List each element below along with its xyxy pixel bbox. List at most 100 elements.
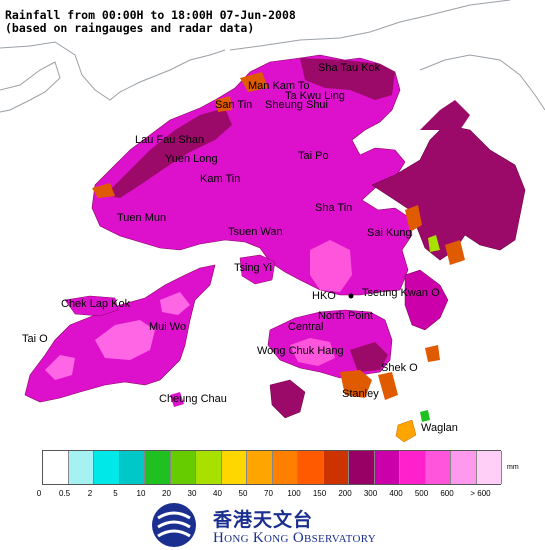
- sai-kung-peninsula-b: [420, 100, 470, 130]
- label-tseung-kwan-o: Tseung Kwan O: [362, 287, 440, 299]
- legend-tick: 300: [363, 489, 378, 498]
- sai-kung-orange: [405, 205, 422, 232]
- logo-english-name: Hong Kong Observatory: [213, 530, 376, 546]
- nt-maroon-north: [300, 58, 395, 100]
- label-waglan: Waglan: [421, 422, 458, 434]
- label-man-kam-to: Man Kam To: [248, 80, 310, 92]
- legend-swatch: [170, 451, 196, 484]
- hko-logo-icon: [152, 503, 196, 547]
- legend-tick: 70: [264, 489, 273, 498]
- tsing-yi: [239, 254, 276, 285]
- nt-orange-north: [240, 72, 268, 92]
- legend-swatch: [349, 451, 375, 484]
- label-central: Central: [288, 321, 324, 333]
- sai-kung-yellow: [428, 235, 440, 252]
- label-shek-o: Shek O: [381, 362, 418, 374]
- legend-swatch: [68, 451, 94, 484]
- legend-swatch: [425, 451, 451, 484]
- label-sai-kung: Sai Kung: [367, 227, 412, 239]
- label-tsuen-wan: Tsuen Wan: [228, 226, 283, 238]
- legend-tick: 5: [113, 489, 118, 498]
- legend-tick: 10: [136, 489, 146, 498]
- po-toi-orange: [425, 345, 440, 362]
- nt-orange-spot: [92, 183, 115, 198]
- legend-tick: 200: [338, 489, 352, 498]
- legend-swatch: [94, 451, 120, 484]
- legend-tick: 0.5: [58, 489, 71, 498]
- legend-swatch: [451, 451, 477, 484]
- nt-orange-north2: [215, 96, 232, 112]
- hk-island-maroon: [350, 342, 388, 372]
- legend-swatch: [476, 451, 502, 484]
- legend-swatch: [374, 451, 400, 484]
- legend-swatch: [145, 451, 171, 484]
- label-north-point: North Point: [318, 310, 374, 322]
- legend-tick: 600: [440, 489, 454, 498]
- lantau-pink-w: [45, 355, 75, 380]
- legend-swatch: [298, 451, 324, 484]
- chek-lap-kok: [64, 295, 119, 317]
- legend-tick: 20: [162, 489, 171, 498]
- label-stanley: Stanley: [342, 388, 379, 400]
- label-yuen-long: Yuen Long: [165, 153, 218, 165]
- logo-chinese-name: 香港天文台: [213, 509, 314, 531]
- legend-swatch: [400, 451, 426, 484]
- east-orange: [445, 240, 465, 265]
- label-sha-tin: Sha Tin: [315, 202, 353, 214]
- label-wong-chuk-hang: Wong Chuk Hang: [257, 345, 344, 357]
- legend-tick: 150: [312, 489, 327, 498]
- legend-tick: 50: [238, 489, 248, 498]
- label-hko: HKO: [312, 290, 336, 302]
- label-cheung-chau: Cheung Chau: [159, 393, 227, 405]
- legend-swatch: [196, 451, 222, 484]
- hko-marker: [348, 293, 354, 299]
- label-kam-tin: Kam Tin: [200, 173, 241, 185]
- map-subtitle: (based on raingauges and radar data): [5, 21, 255, 35]
- label-ta-kwu-ling: Ta Kwu Ling: [285, 90, 345, 102]
- lantau-pink-n: [160, 292, 190, 315]
- label-chek-lap-kok: Chek Lap Kok: [61, 298, 131, 310]
- lantau-pink: [95, 320, 155, 360]
- clearwater-bay: [404, 269, 449, 331]
- legend-tick: 400: [389, 489, 403, 498]
- legend-tick: 2: [87, 489, 93, 498]
- label-tuen-mun: Tuen Mun: [117, 212, 167, 224]
- label-san-tin: San Tin: [215, 99, 253, 111]
- legend-tick: 0: [36, 489, 42, 498]
- waglan-green: [420, 410, 430, 422]
- legend-swatch: [247, 451, 273, 484]
- waglan-island: [395, 419, 417, 443]
- north-border: [229, 0, 511, 51]
- sai-kung-peninsula: [371, 124, 526, 261]
- legend-tick: 30: [187, 489, 197, 498]
- legend-unit: mm: [507, 464, 519, 471]
- legend-swatch: [119, 451, 145, 484]
- label-mui-wo: Mui Wo: [149, 321, 187, 333]
- label-sha-tau-kok: Sha Tau Kok: [318, 62, 381, 74]
- map-title: Rainfall from 00:00H to 18:00H 07-Jun-20…: [5, 8, 296, 22]
- hk-island-pink: [290, 338, 335, 366]
- nt-pink-area: [310, 240, 352, 292]
- cheung-chau: [170, 392, 184, 407]
- nt-maroon-west: [105, 108, 232, 198]
- legend-tick: > 600: [470, 489, 491, 498]
- label-sheung-shui: Sheung Shui: [265, 99, 328, 111]
- legend-swatch: [221, 451, 247, 484]
- shek-o-orange: [378, 372, 398, 400]
- legend-tick: 500: [414, 489, 429, 498]
- legend-tick: 100: [287, 489, 301, 498]
- label-tai-po: Tai Po: [298, 150, 329, 162]
- label-tai-o: Tai O: [22, 333, 48, 345]
- label-tsing-yi: Tsing Yi: [234, 262, 272, 274]
- new-territories: [91, 54, 413, 296]
- deep-bay-coast: [0, 61, 61, 113]
- legend-swatch: [272, 451, 298, 484]
- legend-swatch: [43, 451, 69, 484]
- mirs-bay-coast: [419, 54, 545, 111]
- label-lau-fau-shan: Lau Fau Shan: [135, 134, 205, 146]
- hk-south-orange: [340, 370, 372, 398]
- shenzhen-coastline: [0, 41, 226, 101]
- legend-swatch: [323, 451, 349, 484]
